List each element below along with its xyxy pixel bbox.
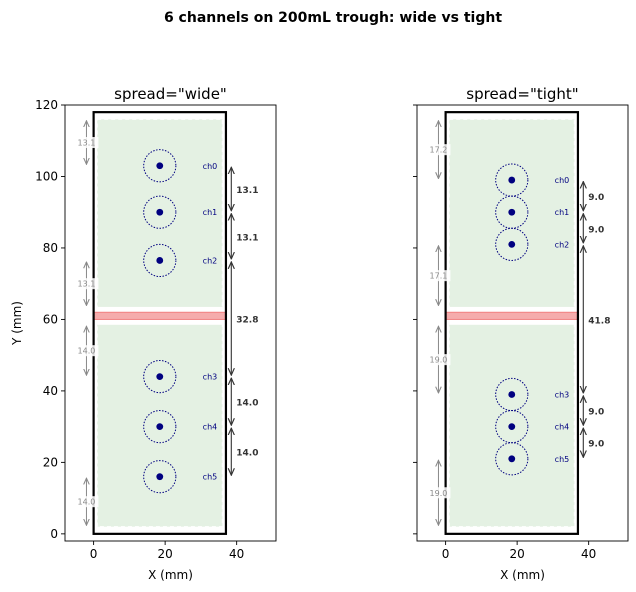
edge-gap-label: 17.1 bbox=[430, 272, 448, 281]
y-tick-label: 40 bbox=[43, 384, 58, 398]
edge-gap-label: 14.0 bbox=[78, 347, 96, 356]
channel-point bbox=[508, 455, 516, 463]
channel-point bbox=[156, 423, 164, 431]
axes-frame bbox=[416, 104, 629, 542]
edge-gap-label: 14.0 bbox=[78, 498, 96, 507]
spacing-label: 9.0 bbox=[588, 408, 604, 418]
edge-gap-label-bg bbox=[426, 354, 451, 366]
edge-gap-label-bg bbox=[74, 345, 99, 357]
x-tick-label: 20 bbox=[509, 547, 524, 561]
channel-point bbox=[156, 162, 164, 170]
x-tick-label: 0 bbox=[90, 547, 98, 561]
edge-gap-label: 19.0 bbox=[430, 489, 448, 498]
channel-point bbox=[508, 176, 516, 184]
spacing-label: 14.0 bbox=[236, 399, 258, 409]
spacing-label: 32.8 bbox=[236, 316, 258, 326]
spacing-label: 14.0 bbox=[236, 449, 258, 459]
edge-gap-label-bg bbox=[426, 270, 451, 282]
channel-point bbox=[156, 257, 164, 264]
channel-label: ch0 bbox=[555, 176, 570, 185]
channel-label: ch3 bbox=[555, 390, 570, 399]
x-tick-label: 20 bbox=[157, 547, 172, 561]
y-tick-label: 80 bbox=[43, 241, 58, 255]
edge-gap-label-bg bbox=[74, 137, 99, 149]
edge-gap-label: 17.2 bbox=[430, 146, 448, 155]
channel-point bbox=[508, 423, 516, 431]
spacing-label: 9.0 bbox=[588, 225, 604, 235]
figure-title: 6 channels on 200mL trough: wide vs tigh… bbox=[164, 10, 502, 26]
y-tick-label: 120 bbox=[35, 98, 58, 112]
channel-label: ch0 bbox=[203, 162, 218, 171]
channel-label: ch1 bbox=[555, 208, 570, 217]
spacing-label: 9.0 bbox=[588, 440, 604, 450]
channel-well bbox=[143, 149, 177, 183]
channel-label: ch2 bbox=[555, 240, 570, 249]
trough-outline bbox=[92, 111, 228, 535]
spacing-label: 13.1 bbox=[236, 186, 258, 196]
x-tick-label: 40 bbox=[581, 547, 596, 561]
channel-well bbox=[143, 243, 177, 278]
channel-label: ch5 bbox=[555, 455, 570, 464]
x-axis-label: X (mm) bbox=[500, 568, 545, 582]
trough-outline bbox=[444, 111, 580, 535]
panel-wide: spread="wide" ch0 ch1 ch2 ch3 ch4 ch5 13.1 13.1 3… bbox=[10, 85, 277, 582]
channel-point bbox=[156, 473, 164, 481]
channel-point bbox=[508, 208, 516, 216]
channel-label: ch3 bbox=[203, 373, 218, 382]
spacing-label: 13.1 bbox=[236, 233, 258, 243]
channel-point bbox=[508, 391, 516, 398]
edge-gap-label: 13.1 bbox=[78, 139, 96, 148]
channel-well bbox=[143, 460, 177, 494]
edge-gap-label: 19.0 bbox=[430, 356, 448, 365]
divider-bar bbox=[445, 311, 579, 320]
y-tick-label: 0 bbox=[50, 527, 58, 541]
y-axis-label: Y (mm) bbox=[10, 301, 24, 346]
spacing-label: 9.0 bbox=[588, 193, 604, 203]
x-tick-label: 40 bbox=[229, 547, 244, 561]
y-tick-label: 20 bbox=[43, 455, 58, 469]
channel-label: ch1 bbox=[203, 208, 218, 217]
panel-tight: spread="tight" ch0 ch1 ch2 ch3 ch4 ch5 9.0 9.0 41… bbox=[413, 85, 629, 582]
edge-gap-label-bg bbox=[74, 278, 99, 290]
channel-point bbox=[156, 208, 164, 216]
spacing-label: 41.8 bbox=[588, 316, 610, 326]
panel-title: spread="wide" bbox=[114, 85, 227, 103]
axes-frame bbox=[64, 104, 277, 542]
channel-well bbox=[143, 410, 177, 444]
channel-well bbox=[143, 360, 177, 394]
channel-label: ch2 bbox=[203, 256, 218, 265]
channel-point bbox=[156, 373, 164, 381]
channel-label: ch4 bbox=[555, 423, 570, 432]
divider-bar bbox=[93, 311, 227, 320]
edge-gap-label-bg bbox=[426, 487, 451, 499]
y-tick-label: 100 bbox=[35, 169, 58, 183]
channel-point bbox=[508, 240, 516, 248]
y-tick-label: 60 bbox=[43, 312, 58, 326]
channel-label: ch5 bbox=[203, 473, 218, 482]
x-tick-label: 0 bbox=[442, 547, 450, 561]
edge-gap-label-bg bbox=[426, 144, 451, 156]
channel-well bbox=[495, 227, 529, 261]
x-axis-label: X (mm) bbox=[148, 568, 193, 582]
channel-label: ch4 bbox=[203, 423, 218, 432]
edge-gap-label-bg bbox=[74, 496, 99, 508]
panel-title: spread="tight" bbox=[466, 85, 578, 103]
edge-gap-label: 13.1 bbox=[78, 280, 96, 289]
channel-well bbox=[143, 195, 177, 229]
channel-well bbox=[495, 442, 529, 476]
